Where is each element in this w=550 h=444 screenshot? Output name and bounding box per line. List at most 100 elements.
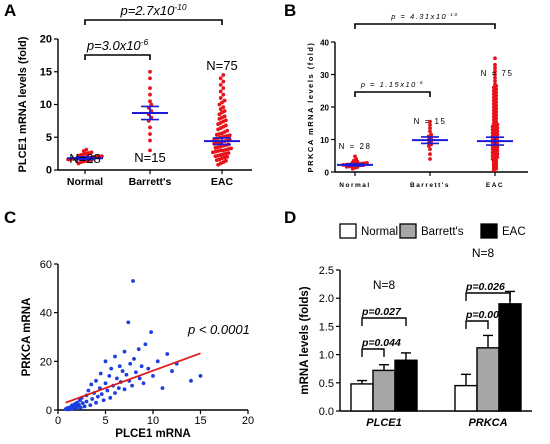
data-point (88, 403, 93, 408)
data-point (149, 102, 154, 107)
significance-bracket (84, 54, 151, 60)
data-point (84, 399, 89, 404)
data-point (155, 359, 160, 364)
data-point (105, 388, 110, 393)
data-point (134, 370, 138, 375)
significance-bracket (465, 292, 511, 301)
p-value-label: p=0.004 (465, 309, 505, 321)
x-tick-label: Normal (339, 182, 370, 189)
data-point (221, 105, 226, 110)
y-tick-label: 10 (320, 136, 329, 145)
x-tick-label: PRKCA (468, 417, 507, 429)
data-point (495, 155, 500, 159)
data-point (353, 154, 357, 159)
data-point (218, 82, 223, 87)
data-point (97, 154, 102, 159)
data-point (84, 147, 89, 152)
data-point (189, 378, 193, 383)
p-value-label: p=3.0x10-6 (86, 37, 149, 53)
data-point (122, 349, 127, 354)
y-axis-label: mRNA levels (folds) (299, 286, 311, 394)
data-point (139, 364, 144, 369)
data-point (493, 56, 497, 61)
legend-label: Barrett's (421, 226, 464, 238)
x-tick-label: 20 (242, 415, 254, 427)
data-point (148, 148, 152, 153)
data-point (99, 392, 104, 397)
y-tick-label: 20 (40, 356, 52, 368)
data-point (428, 126, 432, 131)
x-tick-label: Barrett's (129, 176, 172, 188)
data-point (126, 320, 131, 325)
data-point (78, 405, 83, 410)
y-tick-label: 20 (40, 34, 52, 46)
data-point (198, 374, 203, 378)
data-point (87, 151, 91, 155)
data-point (77, 402, 81, 407)
data-point (149, 330, 154, 335)
y-tick-label: 0 (325, 169, 330, 178)
n-label: N = 28 (339, 142, 372, 151)
y-axis-label: PLCE1 mRNA levels (fold) (17, 36, 29, 172)
data-point (148, 86, 152, 91)
p-value-label: p=0.044 (361, 337, 401, 349)
significance-bracket (354, 91, 431, 97)
y-tick-label: 20 (320, 104, 329, 113)
data-point (221, 79, 226, 84)
p-value-label: p = 4.31x10-10 (390, 12, 458, 21)
data-point (493, 79, 497, 83)
y-tick-label: 0 (46, 165, 52, 177)
data-point (136, 347, 141, 352)
panel-c-chart: 0 20 40 60 0 5 10 15 20 PLCE1 mRNA PRKCA mRNA p < 0… (21, 259, 254, 440)
data-point (217, 102, 222, 107)
data-point (122, 387, 127, 392)
data-point (495, 148, 500, 153)
data-point (226, 151, 231, 155)
y-tick-label: 0 (46, 405, 52, 417)
data-point (130, 383, 135, 388)
data-point (94, 400, 98, 405)
data-point (100, 154, 104, 159)
p-value-annotation: p < 0.0001 (187, 322, 250, 337)
data-point (221, 73, 226, 77)
data-point (495, 122, 500, 127)
data-point (82, 404, 87, 409)
data-point (94, 378, 98, 383)
bar (454, 384, 478, 412)
x-tick-label: Normal (67, 176, 103, 188)
x-tick-label: 0 (55, 415, 61, 427)
bar (372, 369, 396, 412)
data-point (493, 69, 497, 74)
data-point (221, 92, 226, 97)
data-point (109, 366, 114, 371)
legend-label: EAC (502, 226, 526, 238)
bar (394, 359, 418, 412)
data-point (117, 364, 122, 369)
data-point (495, 125, 500, 130)
data-point (148, 76, 152, 81)
y-tick-label: 5 (46, 132, 52, 144)
data-point (222, 98, 227, 103)
data-point (98, 371, 103, 376)
data-point (224, 118, 228, 123)
data-point (90, 397, 95, 401)
data-point (224, 123, 228, 128)
x-axis-label: PLCE1 mRNA (115, 428, 190, 440)
data-point (165, 352, 170, 356)
n-label: N = 75 (481, 69, 514, 78)
data-point (148, 125, 152, 130)
n-label: N=15 (134, 150, 165, 165)
data-point (495, 132, 500, 137)
data-point (218, 96, 223, 100)
n-label: N=8 (472, 246, 495, 260)
x-tick-label: 15 (194, 415, 206, 427)
data-point (428, 157, 432, 161)
data-point (148, 69, 152, 74)
data-point (128, 361, 133, 366)
significance-bracket (361, 317, 407, 326)
regression-line (65, 352, 201, 404)
data-point (89, 382, 94, 387)
data-point (218, 89, 223, 94)
data-point (218, 107, 223, 111)
data-point (224, 158, 228, 163)
